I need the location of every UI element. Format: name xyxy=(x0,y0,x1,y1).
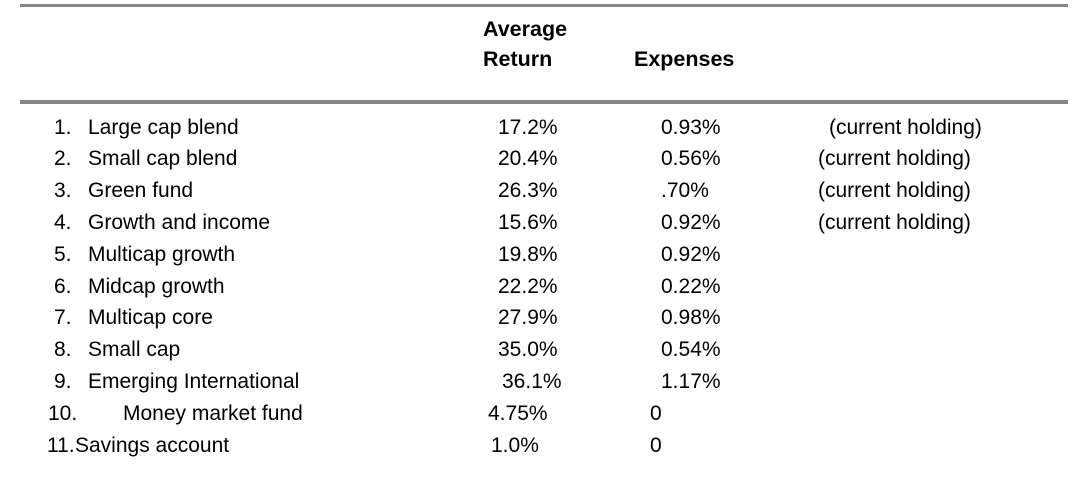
fund-name: Savings account xyxy=(75,433,230,457)
fund-name: Green fund xyxy=(88,179,194,203)
row-number: 11. xyxy=(47,433,75,457)
row-number: 1. xyxy=(54,115,72,139)
top-rule xyxy=(20,4,1068,7)
table-row: 9. Emerging International 36.1% 1.17% xyxy=(0,366,1088,398)
avg-return-value: 22.2% xyxy=(498,274,558,298)
fund-name: Multicap core xyxy=(88,306,213,330)
expenses-value: 0.92% xyxy=(661,242,721,266)
header-rule xyxy=(20,100,1068,104)
col-header-average-return-line2: Return xyxy=(483,47,553,71)
avg-return-value: 20.4% xyxy=(498,147,558,171)
fund-name: Multicap growth xyxy=(88,242,236,266)
expenses-value: 0.56% xyxy=(661,147,721,171)
expenses-value: 0.93% xyxy=(661,115,721,139)
table-row: 1. Large cap blend 17.2% 0.93% (current … xyxy=(0,112,1088,144)
avg-return-value: 1.0% xyxy=(491,433,539,457)
table-row: 11. Savings account 1.0% 0 xyxy=(0,430,1088,462)
holding-note: (current holding) xyxy=(818,179,971,203)
expenses-value: 1.17% xyxy=(661,369,721,393)
row-number: 2. xyxy=(54,147,72,171)
row-number: 4. xyxy=(54,210,72,234)
row-number: 5. xyxy=(54,242,72,266)
table-row: 10. Money market fund 4.75% 0 xyxy=(0,398,1088,430)
row-number: 9. xyxy=(54,369,72,393)
col-header-average-return-line1: Average xyxy=(483,17,568,41)
col-header-expenses: Expenses xyxy=(634,47,735,71)
fund-name: Small cap xyxy=(88,338,181,362)
avg-return-value: 15.6% xyxy=(498,210,558,234)
table-row: 4. Growth and income 15.6% 0.92% (curren… xyxy=(0,207,1088,239)
row-number: 8. xyxy=(54,338,72,362)
table-row: 5. Multicap growth 19.8% 0.92% xyxy=(0,239,1088,271)
expenses-value: 0 xyxy=(650,401,662,425)
table-row: 3. Green fund 26.3% .70% (current holdin… xyxy=(0,175,1088,207)
row-number: 10. xyxy=(48,401,78,425)
expenses-value: 0.22% xyxy=(661,274,721,298)
fund-rows: 1. Large cap blend 17.2% 0.93% (current … xyxy=(0,112,1088,462)
table-row: 8. Small cap 35.0% 0.54% xyxy=(0,334,1088,366)
table-row: 7. Multicap core 27.9% 0.98% xyxy=(0,302,1088,334)
row-number: 7. xyxy=(54,306,72,330)
holding-note: (current holding) xyxy=(818,147,971,171)
fund-name: Growth and income xyxy=(88,210,271,234)
holding-note: (current holding) xyxy=(818,210,971,234)
avg-return-value: 27.9% xyxy=(498,306,558,330)
table-row: 6. Midcap growth 22.2% 0.22% xyxy=(0,271,1088,303)
fund-name: Small cap blend xyxy=(88,147,238,171)
expenses-value: .70% xyxy=(661,179,709,203)
expenses-value: 0.54% xyxy=(661,338,721,362)
expenses-value: 0.98% xyxy=(661,306,721,330)
fund-name: Large cap blend xyxy=(88,115,239,139)
avg-return-value: 36.1% xyxy=(502,369,562,393)
avg-return-value: 19.8% xyxy=(498,242,558,266)
avg-return-value: 4.75% xyxy=(488,401,548,425)
avg-return-value: 35.0% xyxy=(498,338,558,362)
row-number: 6. xyxy=(54,274,72,298)
fund-name: Money market fund xyxy=(123,401,303,425)
expenses-value: 0.92% xyxy=(661,210,721,234)
expenses-value: 0 xyxy=(650,433,662,457)
holding-note: (current holding) xyxy=(829,115,982,139)
table-row: 2. Small cap blend 20.4% 0.56% (current … xyxy=(0,143,1088,175)
avg-return-value: 26.3% xyxy=(498,179,558,203)
fund-name: Emerging International xyxy=(88,369,300,393)
row-number: 3. xyxy=(54,179,72,203)
avg-return-value: 17.2% xyxy=(498,115,558,139)
fund-name: Midcap growth xyxy=(88,274,225,298)
